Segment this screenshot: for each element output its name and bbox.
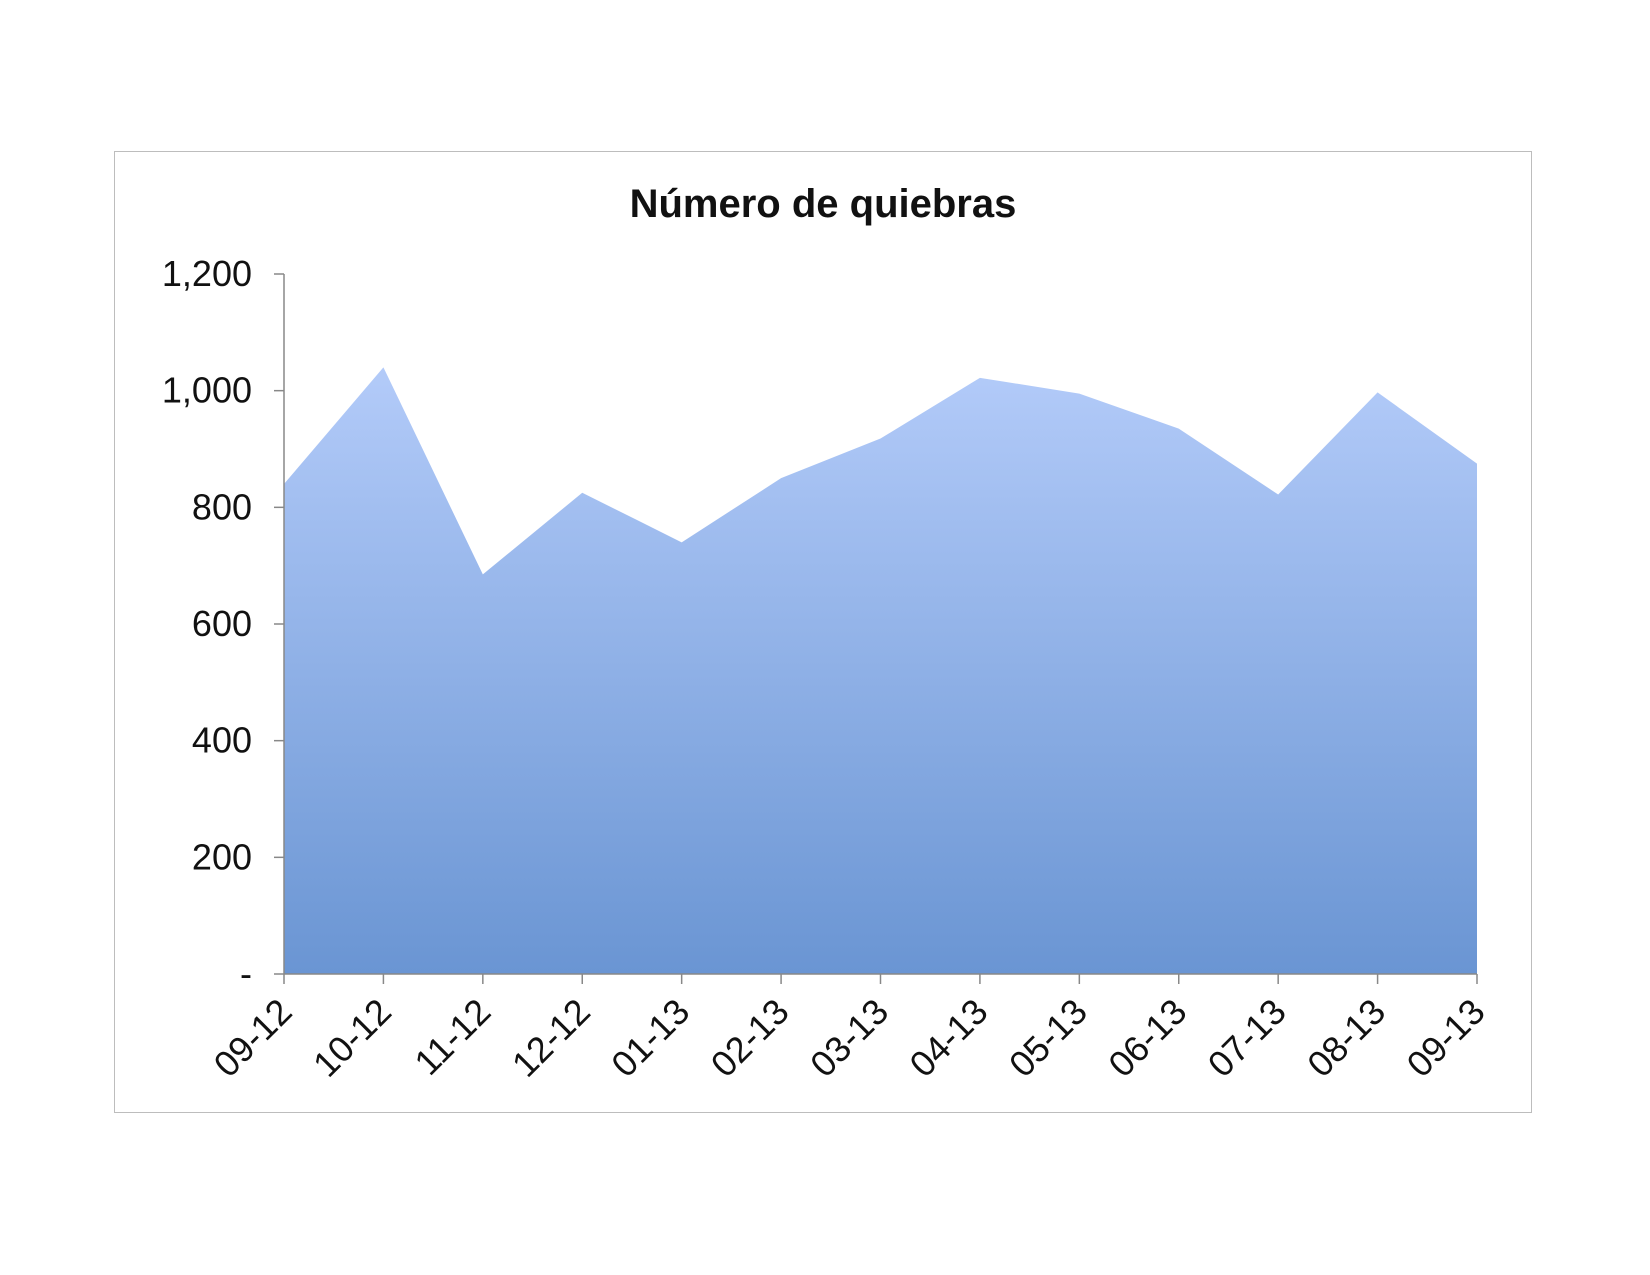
y-tick-label: 800 — [192, 486, 252, 527]
x-tick-label: 04-13 — [901, 991, 995, 1085]
plot-area: - 200 400 600 800 1,000 1,200 09-12 10-12 11-12 12… — [162, 253, 1493, 1085]
chart-frame: Número de quiebras - 200 400 600 800 1,000 1,2… — [114, 151, 1532, 1113]
x-tick-label: 10-12 — [305, 991, 399, 1085]
x-tick-label: 11-12 — [406, 991, 498, 1083]
x-tick-label: 09-12 — [206, 991, 300, 1085]
y-tick-label: 1,200 — [162, 253, 252, 294]
x-tick-label: 03-13 — [802, 991, 896, 1085]
x-tick-label: 05-13 — [1001, 991, 1095, 1085]
x-tick-label: 12-12 — [504, 991, 598, 1085]
area-layer — [284, 367, 1477, 974]
area-series — [284, 367, 1477, 974]
y-tick-label: 200 — [192, 836, 252, 877]
x-tick-label: 08-13 — [1299, 991, 1393, 1085]
chart-title: Número de quiebras — [629, 182, 1017, 226]
y-tick-label: - — [240, 953, 252, 994]
y-tick-label: 400 — [192, 720, 252, 761]
x-tick-label: 09-13 — [1399, 991, 1493, 1085]
y-tick-label: 1,000 — [162, 370, 252, 411]
x-tick-label: 07-13 — [1200, 991, 1294, 1085]
y-tick-label: 600 — [192, 603, 252, 644]
axis-layer — [274, 273, 1478, 984]
x-tick-label: 06-13 — [1100, 991, 1194, 1085]
x-tick-label: 02-13 — [703, 991, 797, 1085]
x-tick-label: 01-13 — [603, 991, 697, 1085]
